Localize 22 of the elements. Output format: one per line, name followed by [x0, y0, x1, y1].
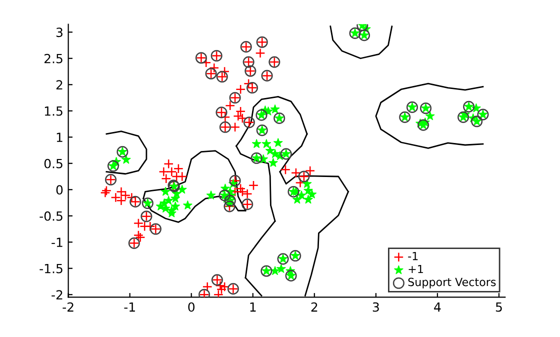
x-tick-label: 4: [434, 302, 441, 312]
y-tick-label: 1.5: [44, 106, 62, 116]
y-tick-label: -1.5: [40, 264, 62, 274]
x-tick-label: 5: [496, 302, 502, 312]
y-tick-label: 2.5: [44, 54, 62, 64]
y-tick-label: -1: [52, 238, 62, 247]
y-tick-label: 2: [56, 80, 62, 90]
x-tick-label: 1: [250, 302, 256, 312]
x-tick-label: 0: [188, 302, 195, 312]
x-tick-label: 3: [372, 302, 379, 312]
y-tick-label: 0: [56, 185, 63, 195]
x-tick-label: 2: [311, 302, 318, 312]
y-tick-label: 1: [56, 132, 62, 142]
y-tick-label: 0.5: [44, 158, 62, 168]
legend-label: +1: [408, 264, 423, 274]
x-tick-label: -1: [124, 302, 135, 312]
legend-label: Support Vectors: [408, 278, 496, 288]
x-tick-label: -2: [62, 302, 74, 312]
y-tick-label: -2: [52, 290, 62, 300]
y-tick-label: 3: [56, 28, 62, 38]
y-tick-label: -0.5: [40, 211, 62, 221]
legend-label: -1: [408, 252, 418, 260]
